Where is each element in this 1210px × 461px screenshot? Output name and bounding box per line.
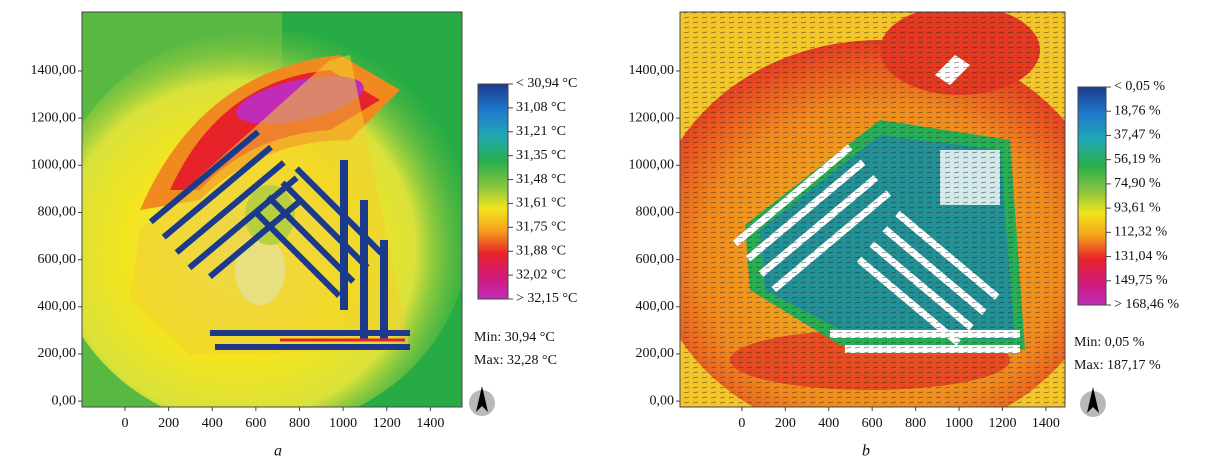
max-label: Max: 32,28 °C <box>474 353 557 368</box>
legend-label: 93,61 % <box>1114 200 1161 215</box>
x-tick-label: 200 <box>158 416 179 431</box>
y-tick-label: 1400,00 <box>629 63 675 78</box>
heatmap-a <box>82 12 462 407</box>
y-tick-label: 800,00 <box>38 205 77 220</box>
y-tick-label: 600,00 <box>38 252 77 267</box>
legend-label: 31,61 °C <box>516 196 566 211</box>
x-tick-label: 800 <box>289 416 310 431</box>
legend-label: 74,90 % <box>1114 176 1161 191</box>
legend-label: 31,48 °C <box>516 172 566 187</box>
legend-label: 56,19 % <box>1114 152 1161 167</box>
x-tick-label: 200 <box>775 416 796 431</box>
y-tick-label: 1400,00 <box>31 63 77 78</box>
y-tick-label: 1000,00 <box>629 158 675 173</box>
legend-label: < 0,05 % <box>1114 79 1165 94</box>
x-tick-label: 1200 <box>373 416 401 431</box>
y-tick-label: 200,00 <box>38 346 77 361</box>
y-tick-label: 400,00 <box>38 299 77 314</box>
legend-label: > 168,46 % <box>1114 297 1179 312</box>
north-arrow-b-pointer <box>1087 387 1099 413</box>
x-tick-label: 1400 <box>416 416 444 431</box>
legend-label: 31,75 °C <box>516 220 566 235</box>
min-label: Min: 30,94 °C <box>474 330 555 345</box>
y-tick-label: 0,00 <box>52 393 77 408</box>
x-tick-label: 400 <box>818 416 839 431</box>
legend-label: 31,35 °C <box>516 148 566 163</box>
colorbar-a <box>477 83 509 300</box>
y-tick-label: 0,00 <box>650 393 675 408</box>
north-arrow-a-pointer <box>476 386 488 412</box>
legend-label: 131,04 % <box>1114 249 1168 264</box>
x-tick-label: 800 <box>905 416 926 431</box>
y-tick-label: 800,00 <box>636 205 675 220</box>
legend-label: < 30,94 °C <box>516 76 577 91</box>
y-tick-label: 200,00 <box>636 346 675 361</box>
min-label: Min: 0,05 % <box>1074 335 1145 350</box>
y-tick-label: 400,00 <box>636 299 675 314</box>
legend-label: 37,47 % <box>1114 128 1161 143</box>
legend-label: 31,21 °C <box>516 124 566 139</box>
legend-label: 112,32 % <box>1114 225 1167 240</box>
x-tick-label: 600 <box>245 416 266 431</box>
y-tick-label: 1200,00 <box>31 110 77 125</box>
legend-label: > 32,15 °C <box>516 291 577 306</box>
x-tick-label: 1000 <box>329 416 357 431</box>
panel-caption: b <box>862 443 870 460</box>
x-tick-label: 600 <box>862 416 883 431</box>
labels: 0,00 200,00 400,00 600,00 800,00 1000,00 1200,… <box>31 63 1180 459</box>
y-tick-label: 1200,00 <box>629 110 675 125</box>
legend-label: 149,75 % <box>1114 273 1168 288</box>
heatmap-b <box>680 12 1065 407</box>
x-tick-label: 1200 <box>988 416 1016 431</box>
x-tick-label: 0 <box>738 416 745 431</box>
legend-label: 32,02 °C <box>516 267 566 282</box>
x-tick-label: 400 <box>202 416 223 431</box>
legend-label: 31,88 °C <box>516 243 566 258</box>
x-tick-label: 0 <box>121 416 128 431</box>
panel-caption: a <box>274 443 282 460</box>
y-tick-label: 600,00 <box>636 252 675 267</box>
plot-frame-a <box>81 11 463 408</box>
legend-label: 18,76 % <box>1114 103 1161 118</box>
colorbar-b <box>1077 86 1107 306</box>
x-tick-label: 1400 <box>1032 416 1060 431</box>
y-tick-label: 1000,00 <box>31 158 77 173</box>
max-label: Max: 187,17 % <box>1074 358 1161 373</box>
x-tick-label: 1000 <box>945 416 973 431</box>
legend-label: 31,08 °C <box>516 100 566 115</box>
